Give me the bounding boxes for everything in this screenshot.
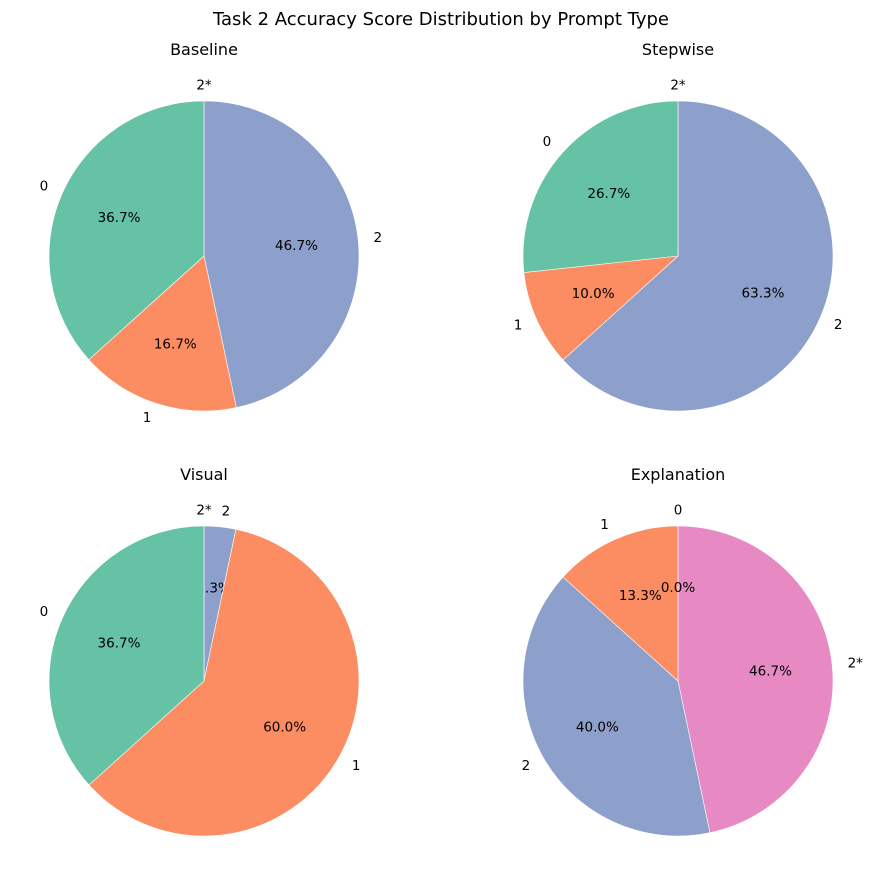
slice-label-stepwise-2: 2 <box>834 317 843 333</box>
figure-title: Task 2 Accuracy Score Distribution by Pr… <box>212 9 669 30</box>
slice-label-visual-0: 0 <box>40 604 49 620</box>
slice-percent-baseline-2: 46.7% <box>275 238 318 254</box>
slice-label-baseline-2star: 2* <box>196 78 212 94</box>
pie-slice-explanation-2star <box>677 525 834 834</box>
slice-label-visual-2star: 2* <box>196 503 212 519</box>
pie-title-explanation: Explanation <box>631 465 726 484</box>
slice-percent-explanation-2star: 46.7% <box>749 663 792 679</box>
pie-title-baseline: Baseline <box>170 40 238 59</box>
pie-slice-stepwise-2 <box>562 100 834 412</box>
slice-percent-explanation-2: 40.0% <box>576 719 619 735</box>
slice-percent-visual-1: 60.0% <box>263 719 306 735</box>
slice-label-stepwise-0: 0 <box>543 134 552 150</box>
slice-percent-baseline-1: 16.7% <box>154 336 197 352</box>
pie-chart-explanation: Explanation 2* 46.7% 2 40.0% 1 13.3% 0 0.0% <box>522 465 864 837</box>
pie-title-visual: Visual <box>180 465 228 484</box>
slice-percent-baseline-0: 36.7% <box>98 210 141 226</box>
slice-percent-visual-0: 36.7% <box>98 635 141 651</box>
pie-slice-visual-0 <box>48 525 205 786</box>
slice-percent-stepwise-1: 10.0% <box>572 286 615 302</box>
pie-title-stepwise: Stepwise <box>642 40 714 59</box>
pie-slice-stepwise-1 <box>523 255 679 361</box>
pie-slice-explanation-2 <box>522 576 711 837</box>
slice-label-baseline-2: 2 <box>374 230 383 246</box>
slice-label-visual-2: 2 <box>222 503 231 519</box>
slice-percent-explanation-1: 13.3% <box>619 588 662 604</box>
slice-percent-explanation-0: 0.0% <box>661 580 695 596</box>
slice-label-explanation-2: 2 <box>522 758 531 774</box>
slice-label-baseline-1: 1 <box>143 410 152 426</box>
pie-slice-baseline-2 <box>203 100 360 408</box>
slice-label-visual-1: 1 <box>352 758 361 774</box>
slice-label-stepwise-2star: 2* <box>670 78 686 94</box>
pie-slice-baseline-0 <box>48 100 205 361</box>
slice-percent-stepwise-0: 26.7% <box>587 186 630 202</box>
slice-label-explanation-2star: 2* <box>848 655 864 671</box>
pie-slice-stepwise-0 <box>522 100 679 273</box>
slice-label-stepwise-1: 1 <box>514 318 523 334</box>
slice-label-explanation-0: 0 <box>674 503 683 519</box>
pie-slice-visual-1 <box>88 528 360 837</box>
pie-slice-baseline-1 <box>88 255 237 412</box>
slice-percent-stepwise-2: 63.3% <box>742 286 785 302</box>
slice-label-explanation-1: 1 <box>600 517 609 533</box>
pie-slice-explanation-1 <box>562 525 679 682</box>
slice-label-baseline-0: 0 <box>40 179 49 195</box>
